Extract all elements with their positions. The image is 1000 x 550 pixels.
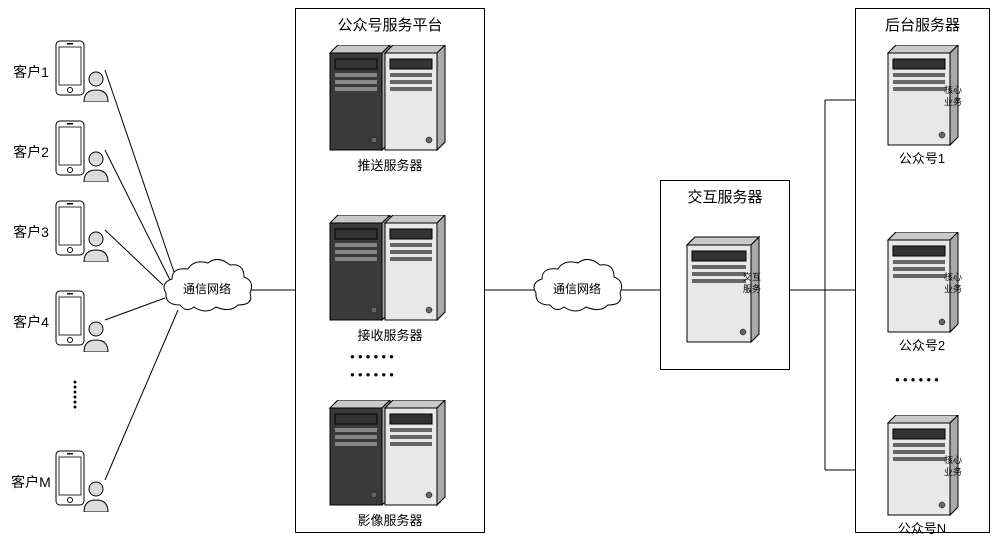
interaction-server: 交互服务 bbox=[675, 232, 775, 352]
phone-icon bbox=[55, 290, 85, 351]
platform-ellipsis-1: ●●●●●● bbox=[350, 352, 397, 361]
phone-icon bbox=[55, 200, 85, 261]
phone-icon bbox=[55, 450, 85, 511]
platform-title: 公众号服务平台 bbox=[296, 14, 484, 35]
client-0: 客户1 bbox=[10, 40, 110, 110]
svg-text:通信网络: 通信网络 bbox=[183, 281, 231, 296]
client-3: 客户4 bbox=[10, 290, 110, 360]
svg-text:公众号N: 公众号N bbox=[898, 521, 946, 536]
network-cloud-2: 通信网络 bbox=[530, 255, 625, 325]
backend-server-2: 核心业务 公众号N bbox=[870, 415, 975, 530]
svg-text:业务: 业务 bbox=[944, 96, 962, 107]
network-cloud-1: 通信网络 bbox=[160, 255, 255, 325]
user-icon bbox=[82, 150, 110, 187]
svg-text:服务: 服务 bbox=[743, 283, 761, 294]
client-label: 客户3 bbox=[10, 222, 52, 242]
svg-text:公众号2: 公众号2 bbox=[899, 338, 945, 353]
platform-server-0: 推送服务器 bbox=[310, 45, 470, 175]
svg-text:核心: 核心 bbox=[944, 454, 962, 465]
clients-ellipsis: ●●●●●● bbox=[70, 380, 80, 410]
user-icon bbox=[82, 480, 110, 517]
svg-text:通信网络: 通信网络 bbox=[553, 281, 601, 296]
backend-ellipsis: ●●●●●● bbox=[895, 375, 942, 384]
svg-text:交互: 交互 bbox=[743, 271, 761, 282]
client-label: 客户2 bbox=[10, 142, 52, 162]
client-label: 客户1 bbox=[10, 62, 52, 82]
svg-text:推送服务器: 推送服务器 bbox=[357, 158, 422, 173]
platform-server-2: 影像服务器 bbox=[310, 400, 470, 530]
svg-text:影像服务器: 影像服务器 bbox=[357, 513, 422, 528]
user-icon bbox=[82, 70, 110, 107]
svg-text:核心: 核心 bbox=[944, 271, 962, 282]
phone-icon bbox=[55, 120, 85, 181]
platform-ellipsis-2: ●●●●●● bbox=[350, 370, 397, 379]
user-icon bbox=[82, 320, 110, 357]
client-1: 客户2 bbox=[10, 120, 110, 190]
svg-text:业务: 业务 bbox=[944, 283, 962, 294]
backend-title: 后台服务器 bbox=[856, 14, 989, 35]
client-4: 客户M bbox=[10, 450, 110, 520]
client-label: 客户4 bbox=[10, 312, 52, 332]
backend-server-0: 核心业务 公众号1 bbox=[870, 45, 975, 170]
svg-text:业务: 业务 bbox=[944, 466, 962, 477]
svg-text:核心: 核心 bbox=[944, 84, 962, 95]
svg-text:接收服务器: 接收服务器 bbox=[357, 328, 422, 343]
phone-icon bbox=[55, 40, 85, 101]
platform-server-1: 接收服务器 bbox=[310, 215, 470, 345]
backend-server-1: 核心业务 公众号2 bbox=[870, 232, 975, 357]
client-2: 客户3 bbox=[10, 200, 110, 270]
svg-text:公众号1: 公众号1 bbox=[899, 151, 945, 166]
interaction-title: 交互服务器 bbox=[661, 186, 789, 207]
client-label: 客户M bbox=[10, 472, 52, 492]
user-icon bbox=[82, 230, 110, 267]
